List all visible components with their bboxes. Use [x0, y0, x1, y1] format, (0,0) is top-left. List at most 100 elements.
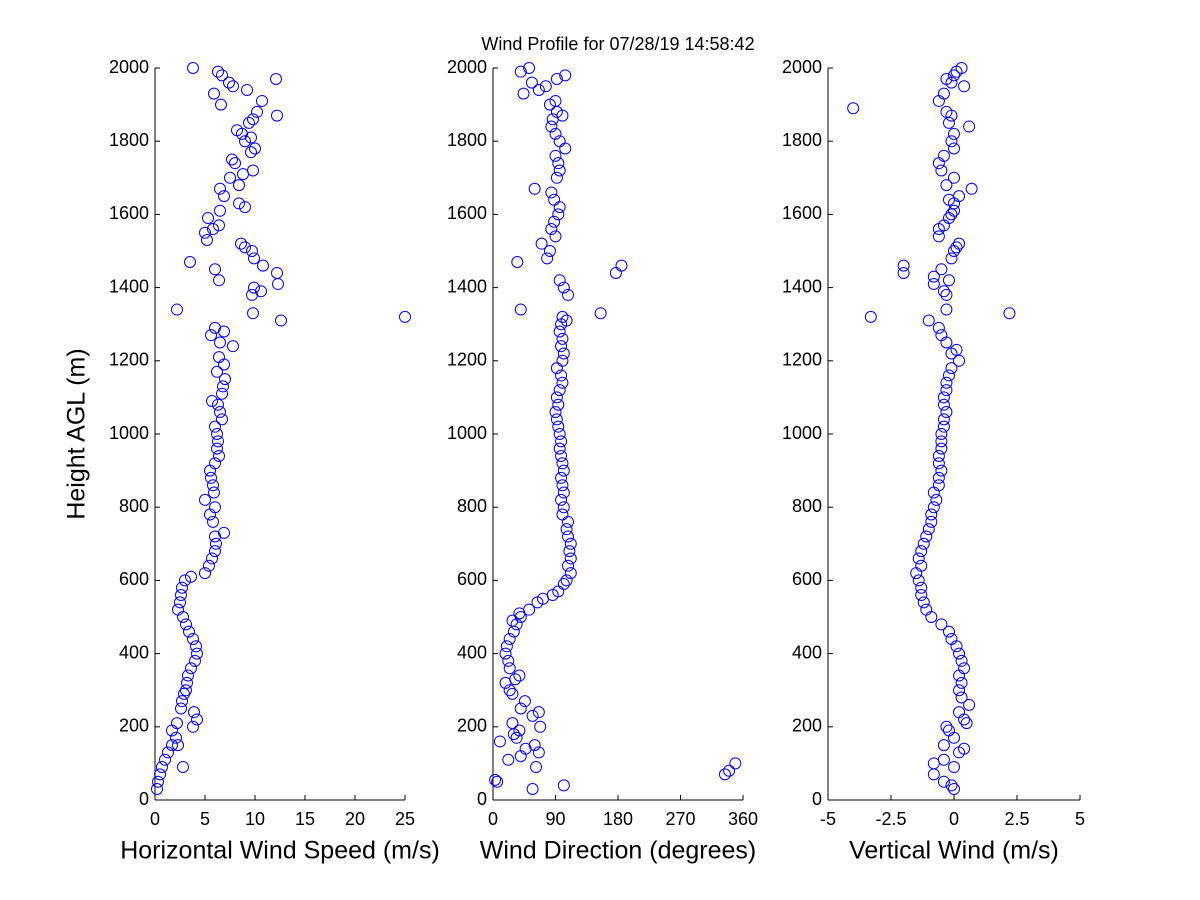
data-point — [940, 384, 953, 397]
data-point — [940, 336, 953, 349]
data-point — [940, 303, 953, 316]
data-point — [534, 720, 547, 733]
data-point — [171, 303, 183, 316]
data-point — [202, 212, 214, 225]
data-point — [513, 669, 526, 682]
data-point — [530, 761, 543, 774]
data-point — [932, 457, 945, 470]
data-point — [556, 457, 569, 470]
data-point — [204, 464, 216, 477]
data-point — [958, 662, 971, 675]
data-point — [937, 285, 950, 298]
data-point — [514, 65, 527, 78]
data-point — [550, 171, 563, 184]
data-point — [948, 69, 960, 82]
data-point — [247, 307, 259, 320]
data-point — [502, 753, 515, 766]
data-point — [226, 153, 238, 166]
data-point — [176, 695, 188, 708]
data-point — [557, 347, 570, 360]
data-point — [216, 69, 228, 82]
data-point — [239, 241, 251, 254]
data-point — [932, 449, 945, 462]
data-point — [927, 768, 940, 781]
data-point — [945, 779, 958, 792]
data-point — [159, 753, 171, 766]
data-point — [156, 761, 168, 774]
data-point — [172, 739, 184, 752]
data-point — [233, 197, 245, 210]
data-point — [251, 105, 263, 118]
data-point — [553, 384, 566, 397]
data-point — [940, 720, 953, 733]
data-point — [945, 632, 958, 645]
data-point — [917, 596, 930, 609]
data-point — [925, 508, 938, 521]
data-point — [915, 545, 928, 558]
data-point — [152, 775, 164, 788]
y-tick-label: 1400 — [109, 276, 149, 296]
data-point — [212, 435, 224, 448]
data-point — [932, 471, 945, 484]
data-point — [553, 325, 566, 338]
x-tick-label: 5 — [200, 809, 210, 829]
data-point — [235, 237, 247, 250]
data-point — [922, 523, 935, 536]
y-tick-label: 1800 — [782, 130, 822, 150]
data-point — [528, 182, 541, 195]
data-point — [562, 515, 574, 528]
data-point — [216, 387, 228, 400]
data-point — [191, 647, 203, 660]
data-point — [184, 255, 196, 268]
data-point — [942, 369, 955, 382]
data-point — [187, 632, 199, 645]
x-tick-label: 180 — [603, 809, 633, 829]
data-point — [204, 508, 216, 521]
data-point — [188, 706, 200, 719]
x-tick-label: 5 — [1075, 809, 1085, 829]
y-tick-label: 600 — [119, 569, 149, 589]
data-point — [910, 567, 923, 580]
data-point — [500, 640, 513, 653]
data-point — [552, 157, 565, 170]
data-point — [213, 449, 225, 462]
data-point — [211, 365, 223, 378]
data-point — [937, 391, 950, 404]
data-point — [207, 479, 219, 492]
data-point — [510, 731, 523, 744]
y-tick-label: 800 — [457, 496, 487, 516]
data-point — [965, 182, 978, 195]
data-point — [927, 277, 940, 290]
data-point — [963, 698, 976, 711]
data-point — [526, 783, 539, 796]
data-point — [718, 768, 731, 781]
data-point — [937, 398, 950, 411]
data-point — [526, 709, 539, 722]
data-point — [556, 332, 569, 345]
data-point — [550, 72, 563, 85]
data-point — [545, 223, 558, 236]
data-point — [517, 87, 530, 100]
y-tick-label: 2000 — [109, 57, 149, 77]
x-tick-label: -5 — [820, 809, 836, 829]
data-point — [553, 274, 566, 287]
data-point — [215, 98, 227, 111]
data-point — [523, 62, 536, 74]
data-point — [948, 783, 960, 796]
data-point — [217, 380, 229, 393]
x-tick-label: 20 — [345, 809, 365, 829]
data-point — [555, 493, 568, 506]
data-point — [609, 266, 622, 279]
data-point — [549, 149, 562, 162]
data-point — [177, 761, 189, 774]
data-point — [615, 259, 628, 272]
data-point — [214, 182, 226, 195]
data-point — [506, 614, 519, 627]
data-point — [953, 647, 966, 660]
data-point — [248, 281, 260, 294]
data-point — [207, 223, 219, 236]
data-point — [535, 237, 548, 250]
data-point — [187, 720, 199, 733]
y-tick-label: 200 — [792, 716, 822, 736]
